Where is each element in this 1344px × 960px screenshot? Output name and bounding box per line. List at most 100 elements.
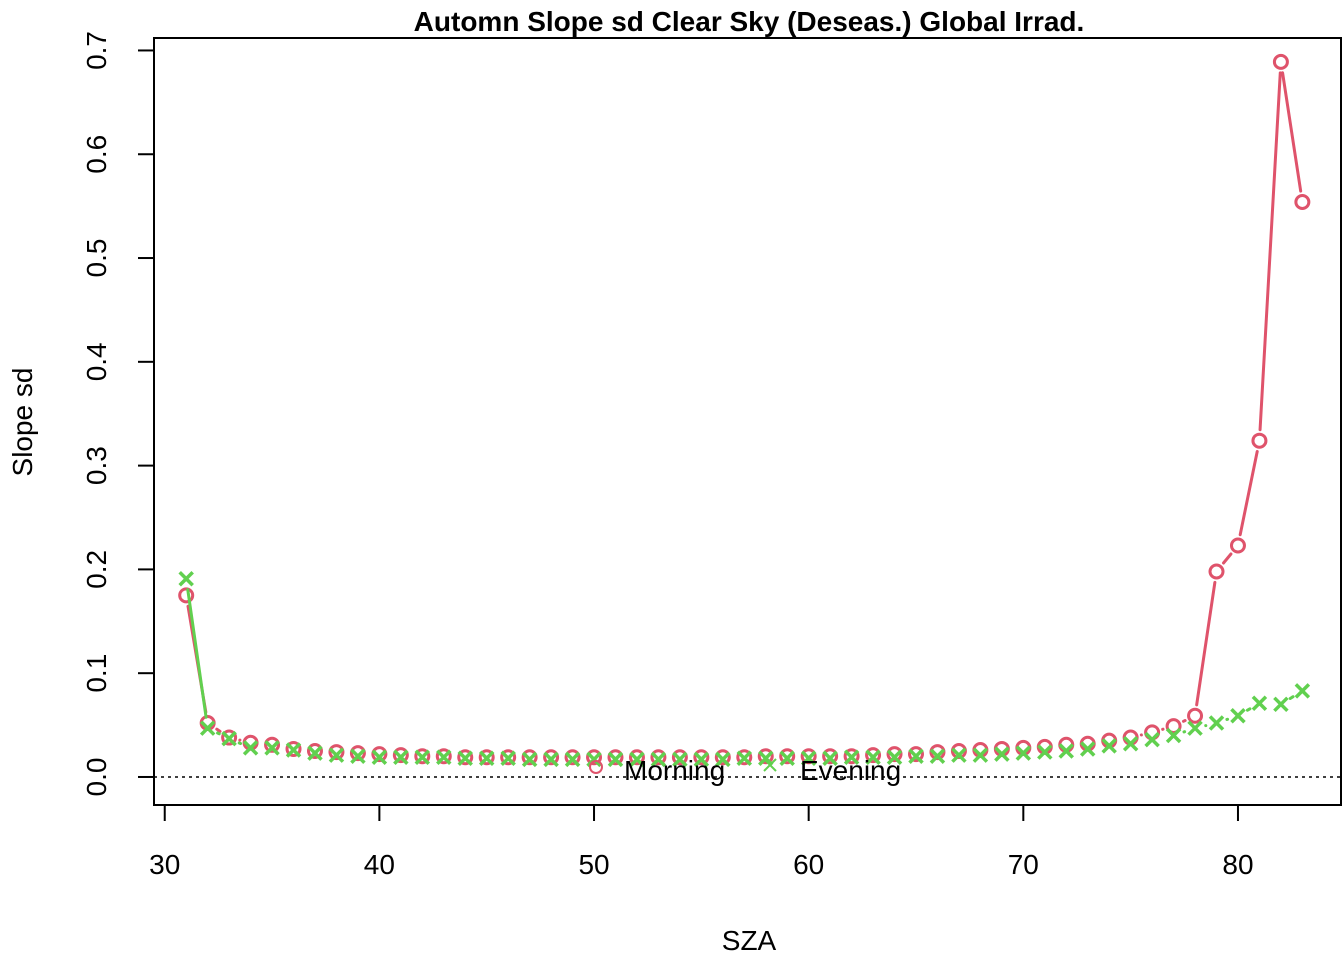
legend: Morning Evening — [589, 755, 901, 786]
series-evening-point — [178, 571, 194, 587]
series-morning-point — [1272, 53, 1289, 70]
legend-morning-circle-icon — [589, 760, 603, 774]
series-evening-point — [1208, 715, 1225, 731]
series-evening-point — [393, 749, 409, 765]
series-evening-point — [328, 747, 345, 763]
series-morning-point — [1229, 537, 1246, 554]
series-morning-point — [800, 748, 817, 765]
y-tick-label: 0.0 — [81, 758, 112, 797]
series-evening-point — [865, 749, 881, 765]
legend-item-evening: Evening — [763, 755, 901, 786]
series-morning-point — [714, 749, 731, 766]
series-evening-point — [994, 746, 1010, 762]
series-evening-line-segment — [216, 731, 221, 736]
series-evening-point — [457, 750, 473, 767]
series-morning-line-segment — [1238, 449, 1259, 537]
series-morning-point — [478, 749, 495, 766]
series-morning-point — [779, 748, 796, 765]
series-morning-line-segment — [1181, 719, 1187, 723]
series-evening — [178, 571, 1311, 768]
series-evening-point — [1079, 741, 1096, 757]
series-evening-point — [199, 720, 216, 736]
series-evening-point — [1273, 696, 1289, 713]
series-morning-point — [221, 729, 238, 746]
series-evening-line-segment — [1245, 707, 1252, 712]
series-evening-point — [543, 751, 559, 768]
x-tick-label: 50 — [578, 849, 609, 880]
series-evening-point — [908, 748, 924, 764]
legend-item-morning: Morning — [589, 755, 725, 786]
series-morning-point — [500, 749, 517, 766]
series-evening-line-segment — [1288, 695, 1295, 700]
series-evening-point — [1251, 695, 1268, 712]
y-axis-label: Slope sd — [7, 368, 38, 477]
series-evening-point — [693, 751, 710, 768]
series-evening-point — [564, 751, 581, 768]
series-morning-point — [328, 744, 345, 761]
series-evening-point — [650, 751, 667, 768]
series-morning-point — [306, 743, 323, 760]
series-morning-point — [521, 749, 538, 766]
series-evening-point — [414, 749, 431, 765]
series-morning-point — [650, 749, 667, 766]
series-morning-point — [371, 746, 388, 763]
series-evening-point — [607, 751, 624, 768]
y-tick-label: 0.1 — [81, 654, 112, 693]
series-evening-point — [350, 748, 366, 764]
series-morning-point — [1294, 193, 1311, 210]
y-tick-label: 0.6 — [81, 135, 112, 174]
series-morning-point — [671, 749, 688, 766]
series-morning-point — [843, 748, 860, 765]
series-evening-point — [436, 749, 452, 765]
series-morning-point — [865, 747, 882, 764]
series-evening-point — [951, 747, 967, 763]
series-morning-point — [178, 587, 195, 604]
series-morning-point — [1251, 432, 1268, 449]
series-evening-point — [371, 749, 388, 765]
series-morning-point — [285, 740, 302, 757]
y-tick-label: 0.3 — [81, 446, 112, 485]
series-evening-point — [221, 730, 237, 747]
legend-morning-label: Morning — [624, 755, 725, 786]
plot-frame — [153, 37, 1342, 806]
series-evening-point — [1187, 720, 1203, 736]
series-evening-point — [586, 751, 602, 768]
series-evening-point — [285, 742, 302, 758]
series-evening-point — [1165, 727, 1182, 744]
series-morning-point — [392, 747, 409, 764]
series-evening-point — [929, 748, 946, 764]
series-evening-point — [758, 750, 774, 767]
series-evening-point — [478, 750, 495, 767]
series-morning-line-segment — [1222, 552, 1233, 565]
series-evening-point — [715, 751, 731, 768]
series-morning-point — [1187, 707, 1204, 724]
series-layer — [178, 53, 1311, 768]
series-evening-point — [1037, 744, 1053, 760]
x-tick-label: 80 — [1222, 849, 1253, 880]
series-morning-point — [607, 749, 624, 766]
series-morning-point — [1165, 718, 1182, 735]
series-evening-point — [1101, 738, 1117, 754]
series-evening-point — [800, 750, 817, 767]
y-tick-label: 0.2 — [81, 550, 112, 589]
series-evening-point — [736, 750, 753, 767]
x-tick-label: 40 — [364, 849, 395, 880]
series-morning-point — [264, 736, 281, 753]
series-morning-point — [757, 748, 774, 765]
series-evening-point — [1230, 708, 1246, 724]
series-morning-point — [1208, 563, 1225, 580]
x-tick-label: 70 — [1008, 849, 1039, 880]
series-evening-point — [264, 740, 280, 756]
series-morning-point — [586, 749, 603, 766]
series-morning-point — [736, 749, 753, 766]
series-evening-point — [1058, 743, 1074, 759]
series-evening-line-segment — [237, 741, 243, 746]
series-evening-point — [1122, 736, 1139, 752]
series-morning-point — [886, 746, 903, 763]
series-evening-point — [672, 751, 688, 768]
legend-evening-label: Evening — [800, 755, 901, 786]
series-morning-point — [457, 749, 474, 766]
series-evening-point — [307, 745, 323, 761]
series-evening-point — [629, 751, 645, 768]
